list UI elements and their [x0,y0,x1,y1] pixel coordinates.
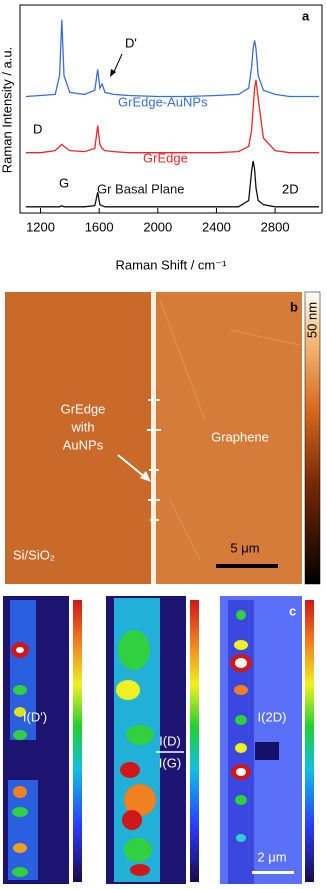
edge-arrow [117,454,147,479]
plot-area [25,19,320,208]
edge-line [151,292,156,584]
y-axis-title: Raman Intensity / a.u. [0,47,14,173]
map-label: I(D) [159,733,181,748]
afm-graphene [154,292,302,584]
scale-bar-label: 2 μm [257,849,286,864]
annotation: 2D [282,181,299,196]
colorbar [305,600,314,882]
panel-label: c [289,603,296,618]
x-tick-label: 1200 [26,219,55,234]
arrow-head [110,69,116,77]
annotation-arrow [112,53,123,75]
legend-label: GrEdge-AuNPs [118,94,208,109]
edge-label: AuNPs [63,437,104,452]
scale-bar-label: 5 μm [230,540,259,555]
substrate-label: Si/SiO₂ [13,547,55,562]
legend-label: GrEdge [143,150,188,165]
colorbar [73,600,82,882]
map-region [10,600,36,740]
map-label: I(G) [159,755,181,770]
map-spots [116,630,156,876]
spectrum-line [25,160,320,208]
spectrum-line [25,19,320,98]
panel-label: a [302,8,310,23]
afm-substrate [5,292,154,584]
x-tick-label: 2400 [202,219,231,234]
scale-bar [216,564,278,568]
x-tick-label: 2000 [143,219,172,234]
scale-bar [252,871,294,874]
edge-label: GrEdge [61,401,106,416]
colorbar [190,600,199,882]
annotation: D' [125,35,137,50]
map-spots [11,642,29,877]
x-axis-title: Raman Shift / cm⁻¹ [116,257,228,272]
annotation: G [59,175,69,190]
spectrum-line [25,79,320,154]
panel-label: b [290,299,298,314]
edge-particles [147,399,161,521]
afm-texture [159,299,301,561]
x-tick-label: 1600 [85,219,114,234]
plot-frame [19,4,323,214]
edge-label: with [70,419,94,434]
map-label: I(D') [23,709,47,724]
arrow-head [140,471,151,482]
annotation: D [33,121,42,136]
map-label: I(2D) [258,709,287,724]
map-spots [230,610,279,842]
colorbar-label: 50 nm [304,302,319,338]
region-label: Graphene [211,429,269,444]
colorbar [304,291,321,585]
legend-label: Gr Basal Plane [97,181,184,196]
x-tick-label: 2800 [261,219,290,234]
